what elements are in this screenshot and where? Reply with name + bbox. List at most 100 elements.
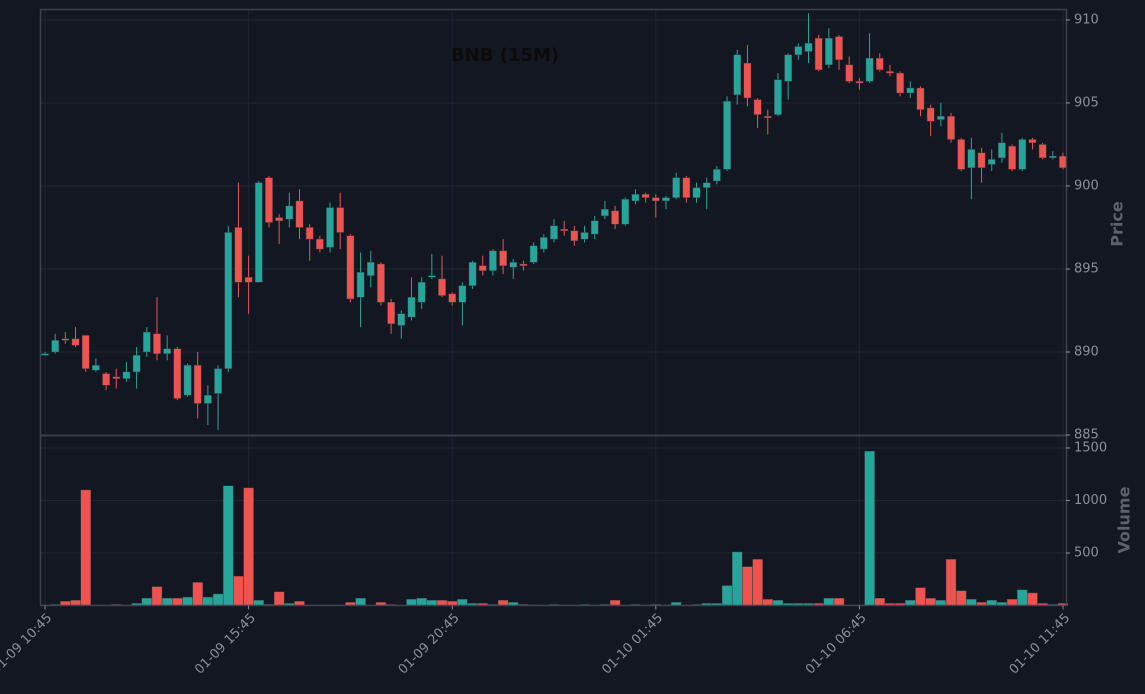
- candle-body: [478, 265, 487, 271]
- volume-tick-label: 500: [1074, 545, 1099, 560]
- volume-bar: [762, 598, 773, 606]
- candle-body: [1059, 155, 1067, 168]
- candle-body: [733, 54, 742, 95]
- volume-bar: [986, 600, 997, 606]
- candle-body: [153, 333, 161, 354]
- volume-bar: [1006, 598, 1018, 606]
- candle-body: [489, 250, 497, 271]
- candle-body: [468, 262, 477, 286]
- volume-tick-label: 1500: [1074, 440, 1107, 455]
- candle-body: [193, 365, 202, 404]
- candle-body: [366, 262, 375, 276]
- candle-body: [601, 209, 609, 217]
- candle-body: [61, 338, 70, 341]
- candle-body: [214, 368, 222, 394]
- candle-body: [580, 232, 589, 240]
- candle-body: [529, 245, 538, 263]
- volume-bar: [151, 586, 163, 606]
- candle-body: [1038, 144, 1047, 158]
- candle-body: [682, 177, 691, 198]
- candle-body: [173, 348, 182, 399]
- volume-bar: [1017, 589, 1028, 606]
- candle-body: [702, 182, 711, 188]
- volume-bar: [80, 489, 91, 606]
- volume-bar: [874, 597, 885, 606]
- candle-body: [865, 57, 874, 82]
- volume-bar: [212, 593, 224, 606]
- volume-bar: [905, 600, 916, 606]
- volume-bar: [253, 600, 264, 606]
- candle-body: [346, 235, 355, 300]
- candle-body: [794, 46, 803, 56]
- volume-bar: [172, 597, 183, 606]
- candle-body: [631, 194, 640, 202]
- candle-body: [142, 331, 151, 353]
- candle-body: [611, 210, 619, 225]
- candle-body: [886, 71, 894, 74]
- volume-bar: [833, 597, 845, 606]
- candle-body: [71, 338, 80, 346]
- candle-body: [1008, 145, 1016, 170]
- volume-bar: [70, 600, 81, 606]
- y-tick-label: 905: [1074, 95, 1099, 110]
- candle-body: [540, 237, 548, 250]
- candle-body: [906, 87, 915, 94]
- y-tick-label: 895: [1074, 261, 1099, 276]
- candle-body: [692, 187, 701, 198]
- candle-body: [254, 182, 263, 283]
- candle-body: [560, 228, 568, 231]
- volume-bar: [823, 597, 835, 606]
- candle-body: [265, 177, 273, 223]
- volume-bar: [355, 597, 366, 606]
- volume-bar: [497, 600, 509, 606]
- volume-bar: [141, 597, 153, 606]
- candle-body: [51, 340, 59, 353]
- volume-tick-label: 1000: [1074, 493, 1107, 508]
- candle-body: [723, 101, 731, 170]
- candle-body: [570, 230, 579, 241]
- candle-body: [336, 207, 345, 233]
- candle-body: [41, 353, 49, 356]
- candle-body: [998, 142, 1006, 158]
- candle-body: [1049, 155, 1057, 158]
- candle-body: [937, 116, 945, 120]
- candle-body: [204, 394, 212, 404]
- candle-body: [967, 149, 976, 168]
- candle-body: [377, 263, 385, 303]
- volume-panel: [39, 434, 1068, 607]
- candle-body: [417, 282, 426, 303]
- chart-title: BNB (15M): [451, 45, 559, 66]
- candle-body: [814, 38, 823, 70]
- volume-bar: [457, 598, 468, 606]
- volume-bar: [233, 575, 244, 606]
- candle-body: [947, 116, 955, 140]
- candle-body: [387, 301, 395, 324]
- volume-bar: [732, 551, 743, 606]
- candle-body: [92, 365, 100, 371]
- volume-bar: [161, 597, 173, 606]
- candle-body: [753, 99, 762, 115]
- candle-body: [81, 335, 90, 369]
- candle-body: [855, 81, 864, 84]
- candle-body: [590, 220, 599, 235]
- candle-body: [763, 116, 772, 119]
- candle-body: [132, 355, 141, 373]
- candle-body: [1028, 139, 1037, 144]
- candle-body: [234, 227, 243, 283]
- volume-bar: [945, 559, 957, 606]
- candle-body: [183, 365, 192, 396]
- volume-bar: [935, 600, 947, 606]
- candle-body: [244, 277, 253, 283]
- candle-body: [316, 238, 324, 250]
- y-tick-label: 900: [1074, 178, 1099, 193]
- candle-body: [896, 72, 904, 94]
- volume-bar: [243, 487, 254, 606]
- candle-body: [662, 197, 670, 202]
- candle-body: [713, 169, 721, 182]
- candle-body: [509, 262, 518, 268]
- candle-body: [621, 199, 630, 225]
- volume-bar: [609, 600, 621, 606]
